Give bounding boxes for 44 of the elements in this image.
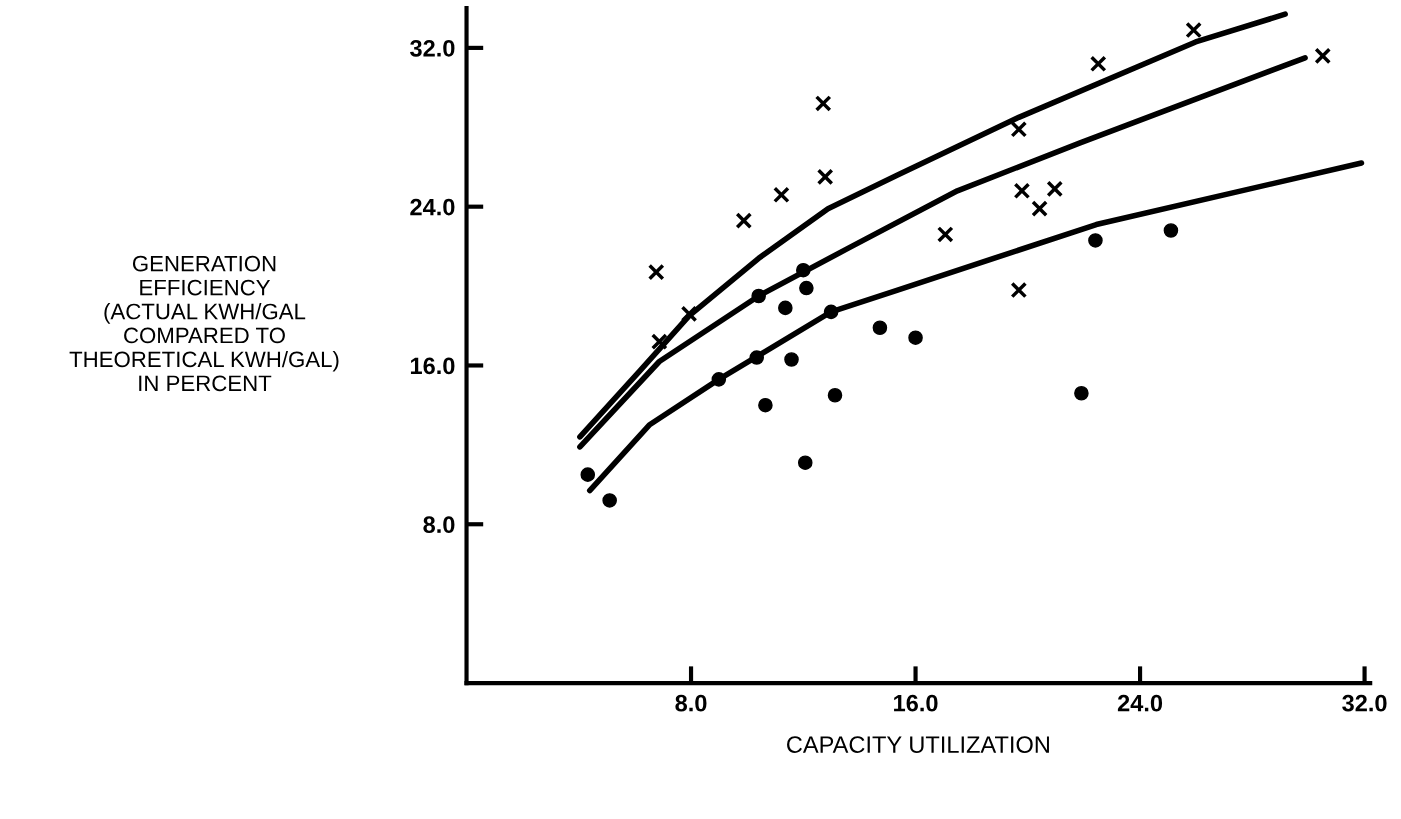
point <box>773 186 790 204</box>
point <box>1185 21 1202 39</box>
point <box>602 493 617 508</box>
point <box>936 226 954 243</box>
y-tick-label: 8.0 <box>423 516 455 534</box>
point <box>799 280 814 296</box>
y-tick-label: 24.0 <box>410 198 455 216</box>
point <box>1010 120 1028 138</box>
x-tick-label: 8.0 <box>675 694 707 712</box>
x-tick-label: 32.0 <box>1342 694 1387 712</box>
point <box>797 455 813 471</box>
y-tick-label: 32.0 <box>410 39 455 57</box>
point <box>872 320 888 336</box>
point <box>651 333 668 350</box>
point <box>814 95 832 112</box>
point <box>680 305 698 323</box>
point <box>908 330 923 345</box>
point <box>1031 200 1048 217</box>
x-axis-title: CAPACITY UTILIZATION <box>787 736 1049 753</box>
point <box>758 397 773 413</box>
point <box>1013 182 1031 200</box>
point <box>1046 180 1064 198</box>
point <box>735 212 753 229</box>
point <box>751 288 766 304</box>
point <box>1010 281 1028 299</box>
point <box>1089 55 1107 73</box>
point <box>784 352 799 367</box>
point <box>1088 233 1103 248</box>
point <box>1074 385 1089 401</box>
point <box>647 263 665 281</box>
point <box>711 372 727 387</box>
point <box>580 467 596 482</box>
y-tick-label: 16.0 <box>410 357 455 375</box>
point <box>823 304 839 320</box>
point <box>796 262 811 278</box>
x-tick-label: 16.0 <box>894 694 938 712</box>
x-tick-label: 24.0 <box>1117 694 1163 712</box>
y-axis-title: GENERATION EFFICIENCY (ACTUAL KWH/GAL COMPARED TO THEORETICAL KWH/GAL) IN PERCENT <box>69 255 339 392</box>
point <box>827 387 843 403</box>
point <box>816 168 834 186</box>
point <box>778 300 793 316</box>
point <box>1163 223 1179 238</box>
point <box>749 350 764 365</box>
point <box>1314 47 1332 65</box>
